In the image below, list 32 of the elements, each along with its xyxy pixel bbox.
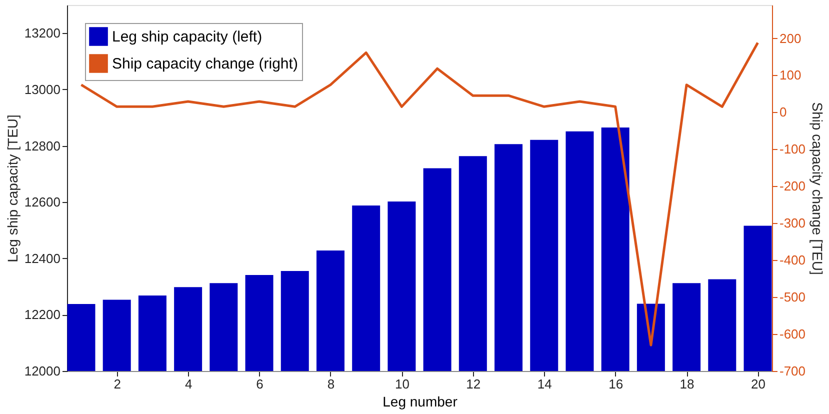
x-tick-label: 16: [608, 376, 624, 392]
y2-tick-label: -100: [780, 142, 806, 157]
y2-tick-label: -400: [780, 252, 806, 268]
y2-tick-label: -500: [780, 290, 806, 305]
y-tick-label: 12000: [24, 364, 60, 378]
legend-label: Ship capacity change (right): [112, 56, 298, 72]
y2-tick-label: 100: [780, 68, 802, 83]
x-tick-label: 8: [327, 376, 335, 392]
x-tick-label: 18: [680, 376, 694, 392]
y2-tick-label: -700: [780, 364, 806, 378]
x-tick-label: 6: [256, 376, 264, 392]
y-axis-title: Leg ship capacity [TEU]: [4, 114, 20, 262]
x-axis-title: Leg number: [382, 394, 458, 410]
x-tick-label: 4: [184, 376, 192, 392]
y2-tick-label: 200: [780, 30, 802, 46]
x-tick-label: 12: [466, 376, 481, 392]
y2-tick-label: -600: [780, 326, 806, 342]
y-tick-label: 12800: [24, 138, 60, 154]
x-tick-label: 10: [394, 376, 410, 392]
y-tick-label: 13000: [24, 82, 60, 97]
y2-axis-title: Ship capacity change [TEU]: [810, 102, 826, 275]
x-tick-label: 14: [537, 376, 552, 392]
y-tick-label: 12200: [24, 307, 60, 322]
y2-tick-label: -200: [780, 178, 806, 194]
y-tick-label: 12600: [24, 194, 60, 210]
x-tick-label: 2: [114, 376, 121, 392]
y2-tick-label: -300: [780, 216, 806, 231]
y-tick-label: 13200: [24, 26, 60, 41]
x-tick-label: 20: [751, 376, 766, 392]
y-tick-label: 12400: [24, 250, 60, 266]
y2-tick-label: 0: [780, 104, 787, 120]
legend-label: Leg ship capacity (left): [112, 28, 262, 46]
